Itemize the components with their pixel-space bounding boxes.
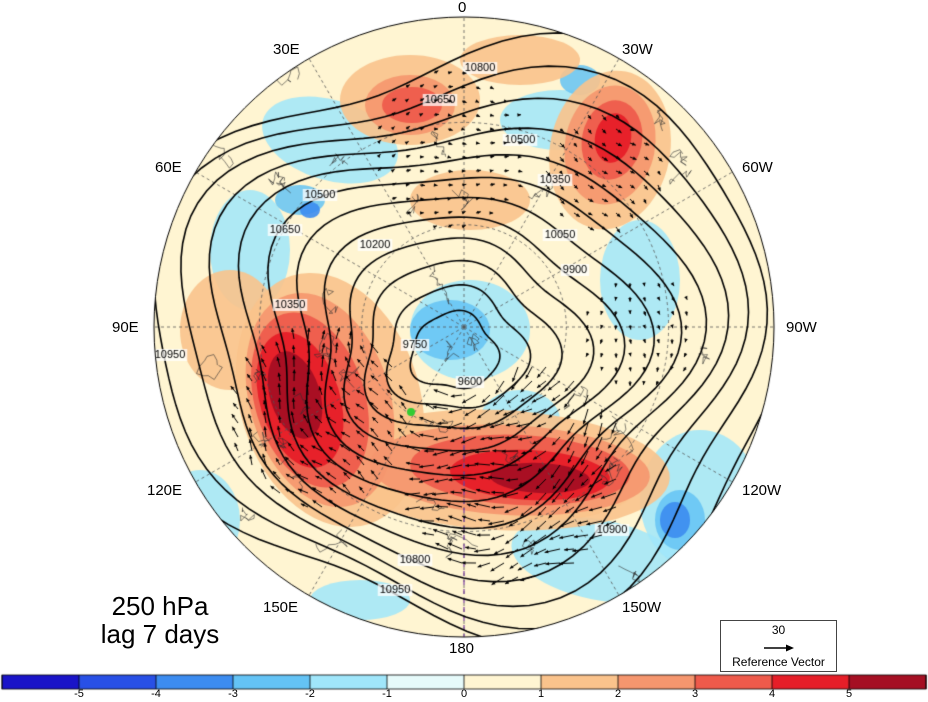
lon-label-120w: 120W (742, 482, 782, 499)
plot-title: 250 hPa lag 7 days (60, 592, 260, 648)
reference-vector-legend: 30 Reference Vector (720, 620, 837, 672)
lon-label-60w: 60W (742, 159, 773, 176)
lon-label-30w: 30W (622, 41, 653, 58)
colorbar-tick: -1 (382, 688, 392, 700)
colorbar-tick: 0 (460, 688, 468, 700)
reference-arrow-icon (764, 644, 794, 652)
lon-label-120e: 120E (147, 482, 183, 499)
colorbar-tick: -2 (305, 688, 315, 700)
lon-label-30e: 30E (273, 41, 300, 58)
lon-label-0: 0 (458, 0, 467, 16)
colorbar-tick: 4 (768, 688, 776, 700)
colorbar-tick: 5 (845, 688, 853, 700)
colorbar-tick: -4 (151, 688, 161, 700)
lon-label-150e: 150E (263, 599, 299, 616)
lon-label-90w: 90W (786, 319, 817, 336)
colorbar-tick: -5 (74, 688, 84, 700)
lon-label-150w: 150W (622, 599, 662, 616)
title-level: 250 hPa (111, 591, 209, 621)
colorbar-tick: 2 (614, 688, 622, 700)
lon-label-180: 180 (449, 640, 475, 657)
colorbar-tick: 1 (537, 688, 545, 700)
title-lag: lag 7 days (100, 619, 220, 649)
colorbar-tick: -3 (228, 688, 238, 700)
reference-vector-magnitude: 30 (771, 623, 786, 637)
lon-label-60e: 60E (155, 159, 182, 176)
lon-label-90e: 90E (112, 319, 139, 336)
reference-vector-label: Reference Vector (732, 655, 825, 669)
colorbar-tick: 3 (691, 688, 699, 700)
